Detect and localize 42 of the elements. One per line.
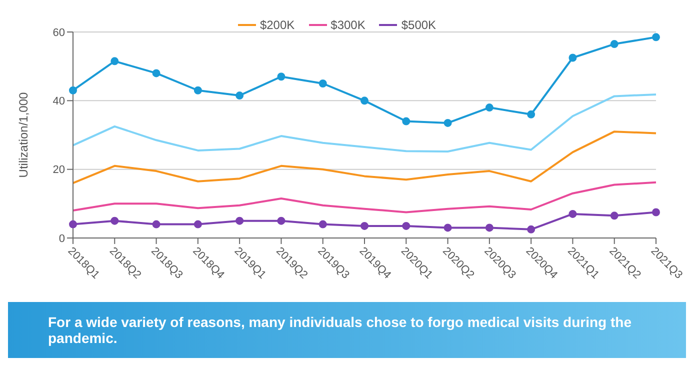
- line-series: [72, 181, 657, 214]
- point: [236, 92, 244, 100]
- point: [652, 33, 660, 42]
- point: [568, 54, 577, 62]
- point: [69, 86, 77, 94]
- point: [318, 80, 327, 88]
- point: [652, 208, 660, 216]
- point: [110, 57, 119, 66]
- point: [152, 220, 160, 228]
- line-series: [72, 93, 657, 152]
- point: [194, 86, 202, 94]
- line-series: [72, 130, 657, 184]
- point: [360, 222, 368, 230]
- point: [444, 224, 452, 232]
- point: [610, 212, 618, 220]
- y-tick-label: 20: [52, 164, 65, 176]
- y-tick-label: 40: [52, 96, 65, 108]
- y-tick-label: 60: [52, 26, 65, 39]
- legend-label: $300K: [330, 18, 366, 32]
- point: [277, 72, 286, 81]
- point: [485, 224, 494, 232]
- point: [485, 104, 494, 112]
- legend-label: $500K: [400, 18, 436, 32]
- point: [568, 210, 577, 218]
- point: [318, 220, 327, 228]
- y-axis-title: Utilization/1,000: [16, 92, 30, 178]
- text: For a wide variety of reasons, many individuals chose to forgo medical visits during the pandemic.: [8, 302, 686, 358]
- point: [402, 222, 410, 230]
- point: [527, 110, 536, 118]
- point: [277, 216, 286, 225]
- point: [360, 96, 368, 105]
- point: [152, 69, 160, 78]
- y-tick-label: 0: [58, 232, 65, 245]
- point: [444, 118, 452, 127]
- point: [527, 225, 536, 234]
- point: [194, 220, 202, 228]
- point: [236, 216, 244, 225]
- point: [610, 40, 618, 48]
- point: [110, 216, 119, 225]
- legend-label: $200K: [258, 18, 295, 32]
- point: [402, 117, 410, 126]
- point: [69, 220, 77, 228]
